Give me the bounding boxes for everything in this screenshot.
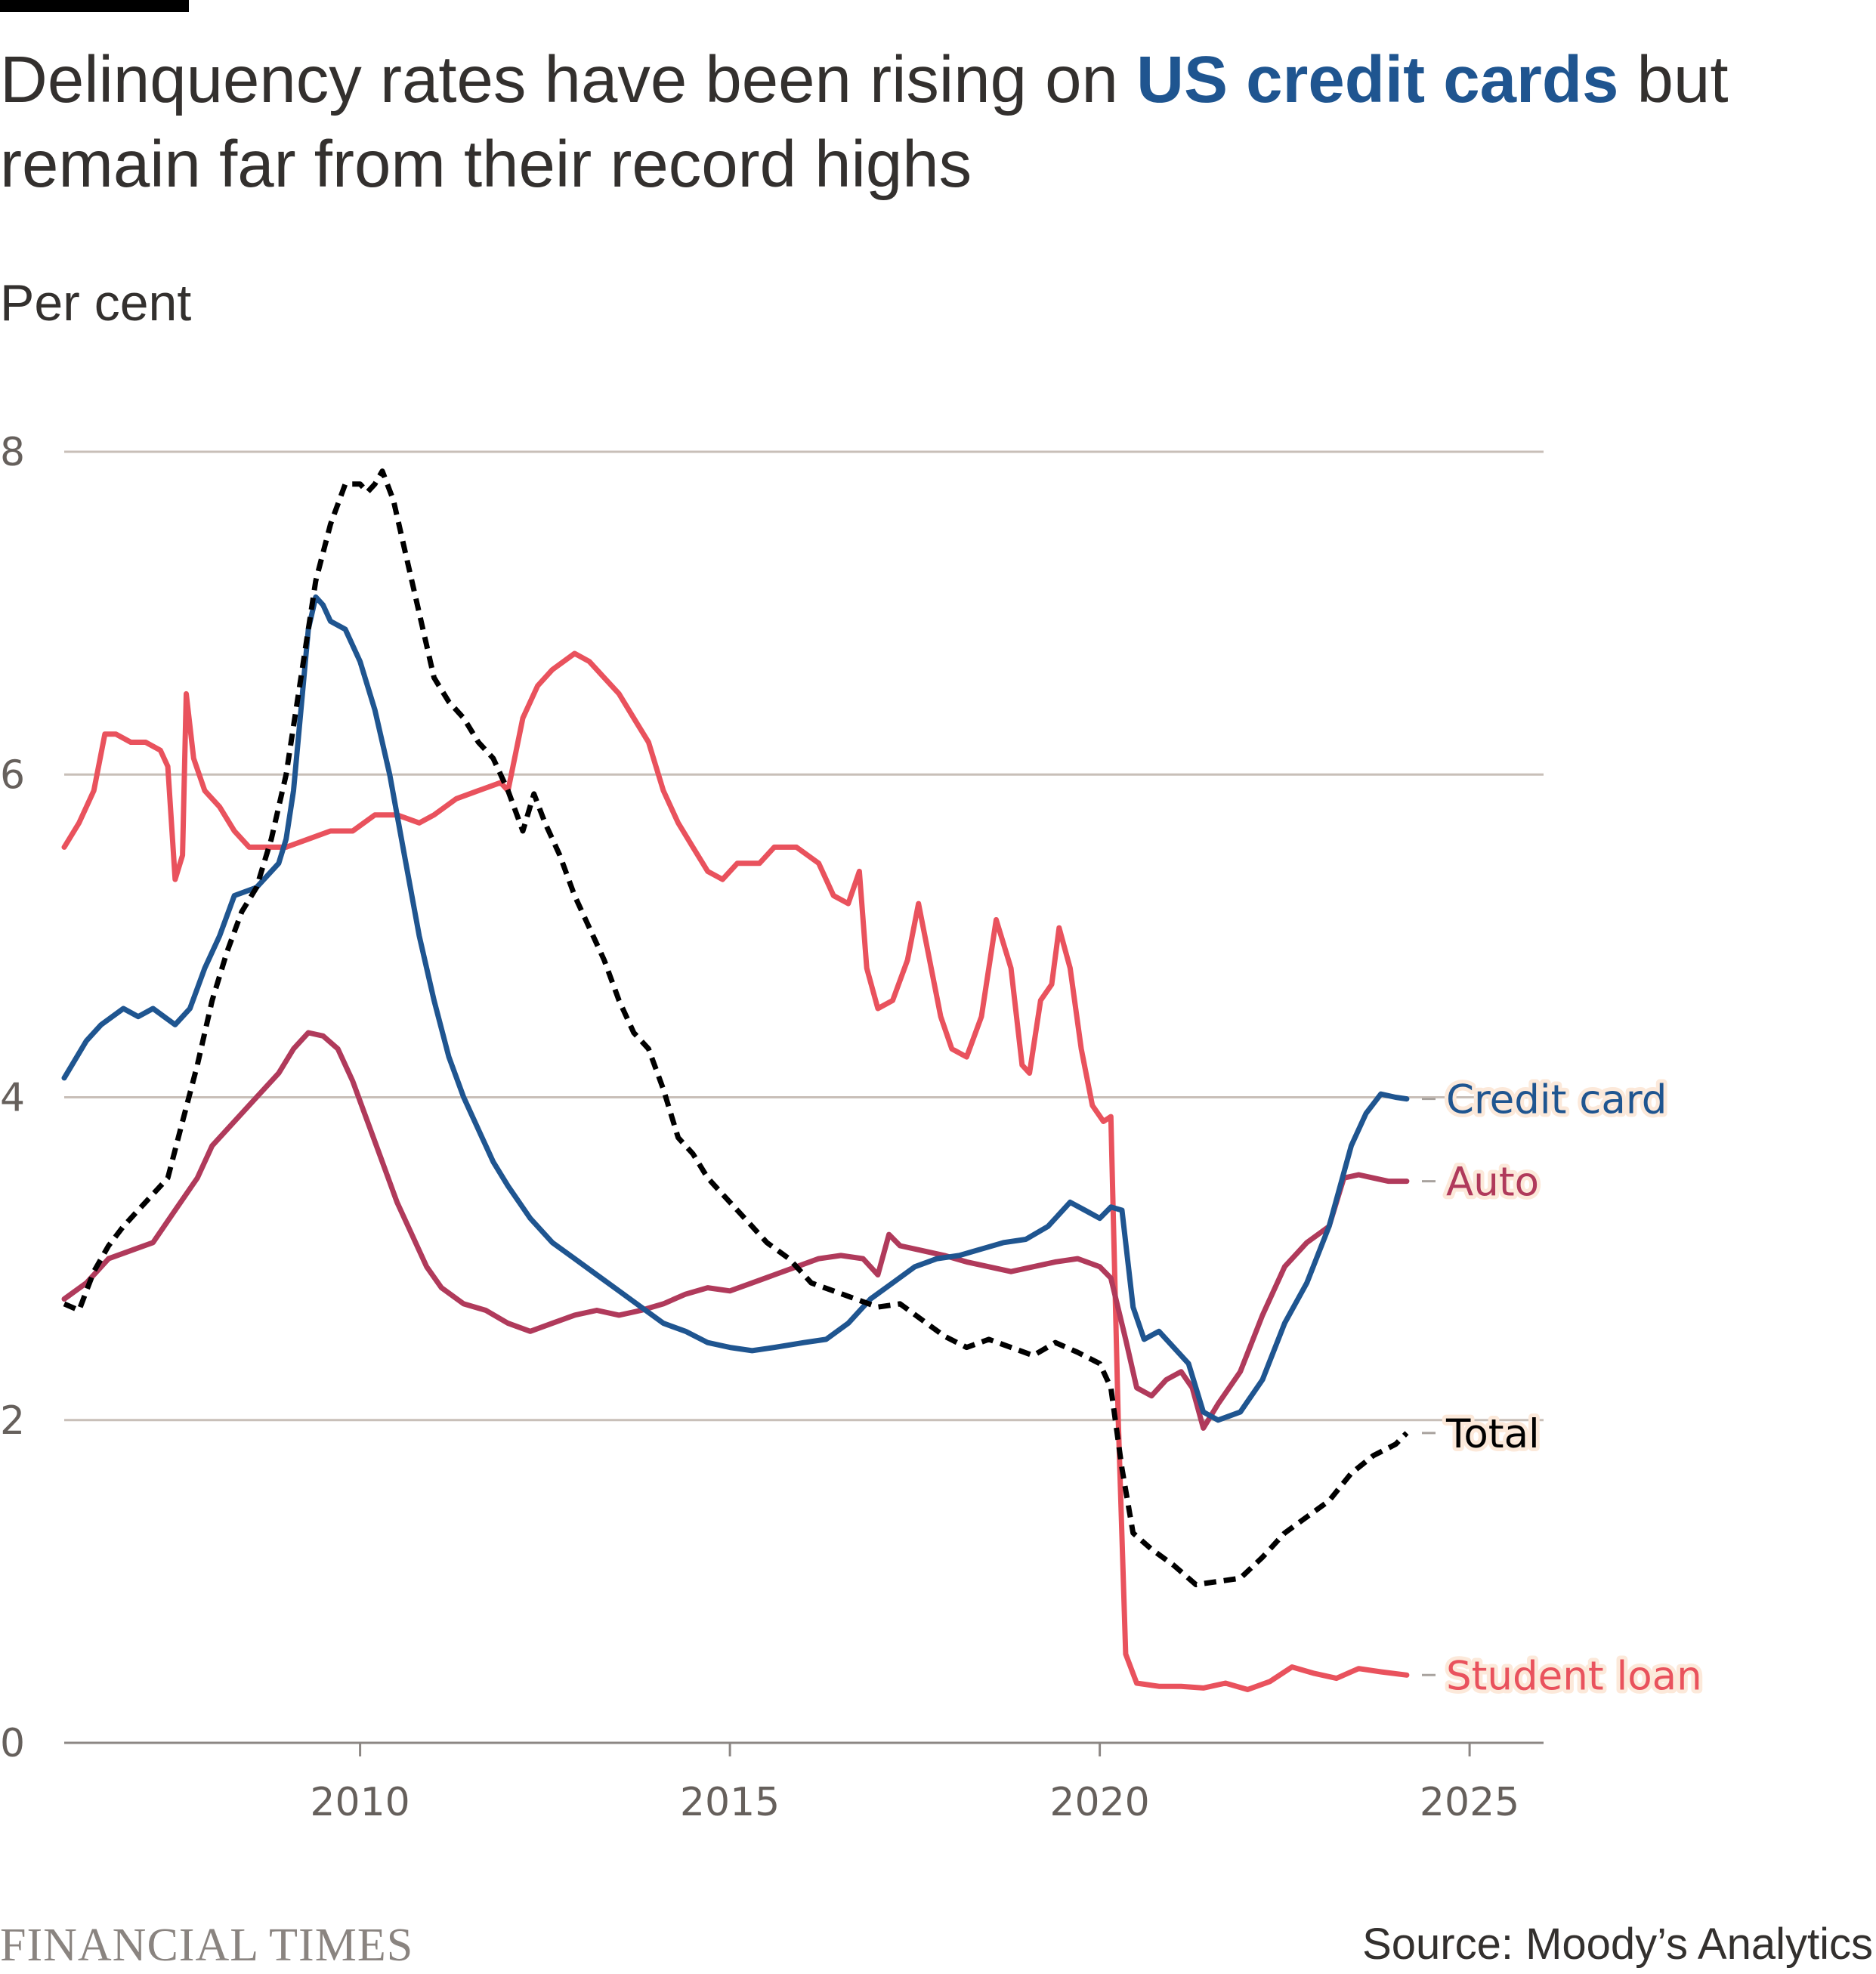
y-tick-label: 4 [0, 1076, 25, 1121]
y-tick-label: 2 [0, 1398, 25, 1444]
top-accent-bar [0, 0, 189, 12]
y-tick-label: 6 [0, 752, 25, 798]
grid-lines: 0 2 4 6 8 2010 2015 2020 2025 [0, 430, 1544, 1825]
x-tick-label: 2015 [680, 1780, 780, 1825]
title-highlight: US credit cards [1136, 43, 1619, 116]
x-tick-label: 2025 [1420, 1780, 1519, 1825]
y-axis-unit-label: Per cent [0, 274, 192, 332]
x-tick-label: 2010 [310, 1780, 410, 1825]
series-line-student-loan [61, 650, 1410, 1692]
series-line-auto [61, 1030, 1410, 1431]
y-tick-label: 0 [0, 1721, 25, 1766]
series-labels: Credit card Auto Student loan Total [1422, 1073, 1706, 1703]
ft-brand-logo: FINANCIAL TIMES [0, 1920, 414, 1971]
series-lines [61, 468, 1410, 1692]
chart-title: Delinquency rates have been rising on US… [0, 38, 1866, 207]
y-tick-label: 8 [0, 430, 25, 475]
series-label-credit-card: Credit card [1446, 1077, 1667, 1123]
source-note: Source: Moody’s Analytics [1362, 1920, 1873, 1969]
title-text-after: but remain far from their record highs [0, 43, 1729, 201]
series-line-total [63, 468, 1409, 1588]
series-label-auto: Auto [1446, 1160, 1539, 1206]
title-text-before: Delinquency rates have been rising on [0, 43, 1137, 116]
series-label-total: Total [1445, 1411, 1540, 1457]
series-label-student-loan: Student loan [1446, 1653, 1702, 1699]
series-line-credit-card [61, 594, 1410, 1423]
x-tick-label: 2020 [1049, 1780, 1149, 1825]
